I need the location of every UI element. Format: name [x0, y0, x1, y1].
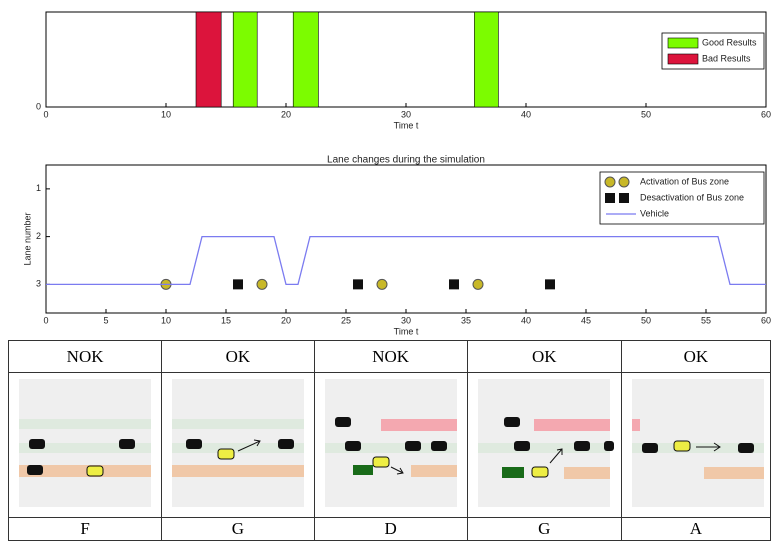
vehicle-line	[46, 237, 766, 285]
image-row	[9, 373, 771, 518]
circle-marker	[619, 177, 629, 187]
bar	[293, 12, 318, 107]
x-tick-label: 0	[43, 109, 48, 119]
header-row: NOK OK NOK OK OK	[9, 341, 771, 373]
circle-marker	[605, 177, 615, 187]
legend-swatch	[668, 54, 698, 64]
footer-cell: D	[314, 518, 467, 541]
footer-cell: G	[162, 518, 314, 541]
legend-label: Bad Results	[702, 53, 751, 63]
x-tick-label: 30	[401, 109, 411, 119]
image-cell	[467, 373, 621, 518]
image-cell	[314, 373, 467, 518]
legend-label: Vehicle	[640, 208, 669, 218]
square-marker	[233, 279, 243, 289]
x-tick-label: 10	[161, 315, 171, 325]
x-tick-label: 0	[43, 315, 48, 325]
x-tick-label: 25	[341, 315, 351, 325]
x-tick-label: 20	[281, 109, 291, 119]
square-marker	[449, 279, 459, 289]
y-tick-label: 3	[36, 279, 41, 289]
x-tick-label: 60	[761, 315, 771, 325]
header-cell: NOK	[9, 341, 162, 373]
footer-cell: A	[621, 518, 770, 541]
x-tick-label: 50	[641, 109, 651, 119]
axes-frame	[46, 12, 766, 107]
square-marker	[605, 193, 615, 203]
header-cell: NOK	[314, 341, 467, 373]
scene	[321, 375, 461, 511]
bar	[233, 12, 257, 107]
x-tick-label: 45	[581, 315, 591, 325]
x-tick-label: 55	[701, 315, 711, 325]
image-cell	[621, 373, 770, 518]
square-marker	[545, 279, 555, 289]
footer-cell: F	[9, 518, 162, 541]
x-tick-label: 5	[103, 315, 108, 325]
scenario-table: NOK OK NOK OK OK F G D G A	[8, 340, 771, 541]
x-tick-label: 10	[161, 109, 171, 119]
x-tick-label: 20	[281, 315, 291, 325]
chart-title: Lane changes during the simulation	[327, 155, 485, 166]
y-axis-label: Lane number	[22, 212, 32, 265]
x-tick-label: 50	[641, 315, 651, 325]
square-marker	[353, 279, 363, 289]
page: 01020304050600Time tGood ResultsBad Resu…	[0, 0, 771, 540]
bar	[474, 12, 498, 107]
circle-marker	[257, 279, 267, 289]
header-cell: OK	[621, 341, 770, 373]
y-tick-label: 1	[36, 183, 41, 193]
square-marker	[619, 193, 629, 203]
footer-row: F G D G A	[9, 518, 771, 541]
x-tick-label: 60	[761, 109, 771, 119]
y-tick-label: 0	[36, 101, 41, 111]
legend-label: Desactivation of Bus zone	[640, 192, 744, 202]
circle-marker	[473, 279, 483, 289]
scene	[15, 375, 155, 511]
x-tick-label: 35	[461, 315, 471, 325]
x-tick-label: 40	[521, 109, 531, 119]
x-tick-label: 40	[521, 315, 531, 325]
scene	[168, 375, 308, 511]
scene	[474, 375, 614, 511]
y-tick-label: 2	[36, 231, 41, 241]
x-axis-label: Time t	[394, 120, 419, 130]
image-cell	[9, 373, 162, 518]
footer-cell: G	[467, 518, 621, 541]
bar	[196, 12, 221, 107]
image-cell	[162, 373, 314, 518]
scene	[628, 375, 764, 511]
circle-marker	[377, 279, 387, 289]
legend-swatch	[668, 38, 698, 48]
legend-label: Activation of Bus zone	[640, 176, 729, 186]
header-cell: OK	[467, 341, 621, 373]
header-cell: OK	[162, 341, 314, 373]
x-tick-label: 30	[401, 315, 411, 325]
legend-label: Good Results	[702, 37, 757, 47]
x-axis-label: Time t	[394, 326, 419, 336]
x-tick-label: 15	[221, 315, 231, 325]
